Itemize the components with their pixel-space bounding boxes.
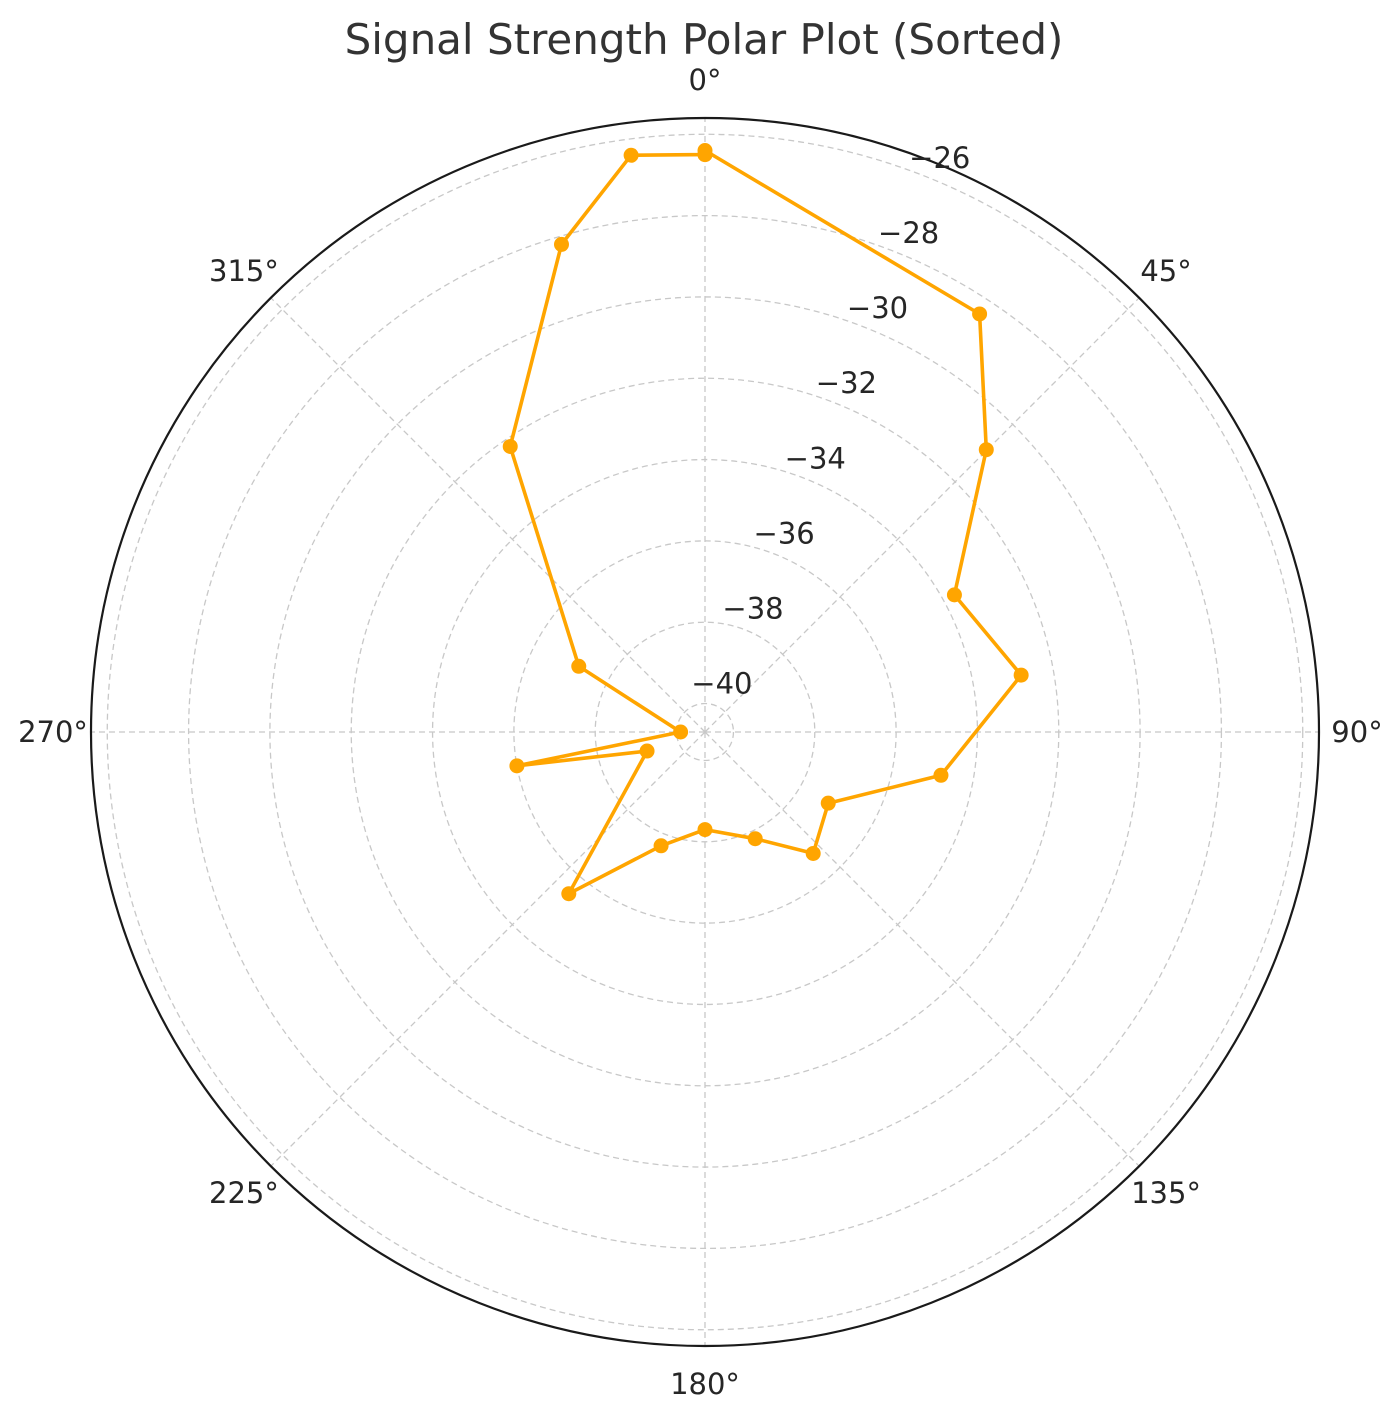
data-point (820, 795, 836, 811)
angle-tick-label: 315° (209, 254, 279, 288)
data-point (972, 306, 988, 322)
data-point (553, 236, 569, 252)
radial-gridline (675, 702, 735, 762)
radial-tick-label: −32 (816, 366, 877, 400)
radial-gridline (187, 214, 1223, 1250)
grid-layer (91, 118, 1319, 1346)
radial-tick-label: −36 (754, 516, 815, 550)
data-point (805, 845, 821, 861)
data-point (502, 438, 518, 454)
angle-tick-label: 90° (1331, 715, 1382, 749)
data-point (561, 886, 577, 902)
data-point (978, 442, 994, 458)
radial-tick-label: −38 (722, 592, 783, 626)
data-point (571, 658, 587, 674)
data-point (747, 831, 763, 847)
polar-frame (89, 116, 1321, 1348)
data-point (946, 587, 962, 603)
data-point (639, 743, 655, 759)
data-point (933, 767, 949, 783)
angle-tick-label: 0° (689, 63, 722, 97)
angular-gridline (270, 731, 706, 1167)
angular-gridline (270, 297, 706, 733)
radial-gridline (594, 621, 816, 843)
data-point (673, 724, 689, 740)
data-point (1013, 667, 1029, 683)
data-point (653, 838, 669, 854)
data-point (697, 147, 713, 163)
angle-tick-label: 45° (1140, 254, 1191, 288)
angle-tick-label: 270° (18, 715, 88, 749)
chart-title: Signal Strength Polar Plot (Sorted) (345, 15, 1064, 64)
data-point (697, 822, 713, 838)
radial-tick-label: −30 (847, 291, 908, 325)
data-point (509, 758, 525, 774)
radial-tick-label: −26 (909, 141, 970, 175)
label-layer: −40 −38 −36 −34 −32 −30 −28 −26 0° 45° 90° 135° 180°… (18, 63, 1383, 1401)
angular-gridline (704, 731, 1140, 1167)
radial-gridline (106, 133, 1304, 1331)
radial-tick-label: −40 (691, 667, 752, 701)
radial-tick-label: −28 (878, 216, 939, 250)
angle-tick-label: 135° (1131, 1176, 1201, 1210)
angle-tick-label: 180° (670, 1367, 740, 1401)
data-point (623, 147, 639, 163)
radial-tick-label: −34 (785, 441, 846, 475)
angular-gridline (704, 297, 1140, 733)
angle-tick-label: 225° (209, 1176, 279, 1210)
series-layer (502, 143, 1029, 902)
